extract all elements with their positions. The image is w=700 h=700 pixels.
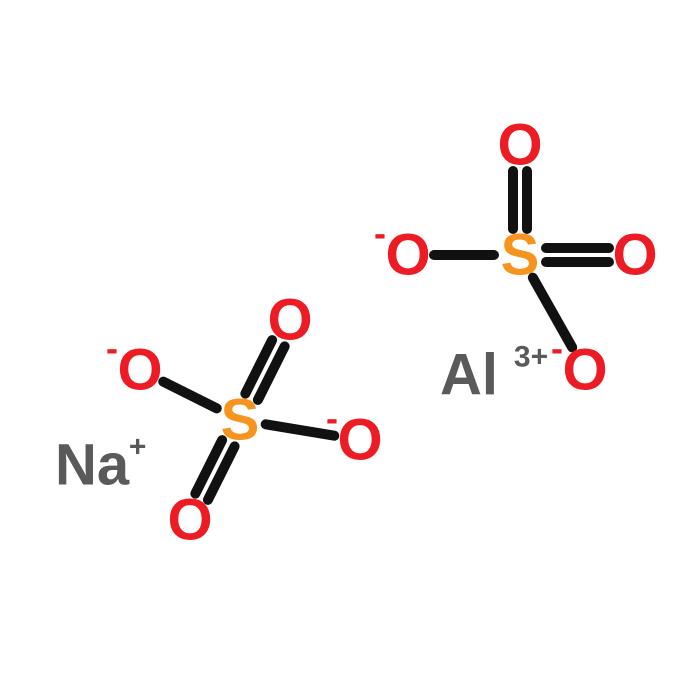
ion-label: Na+: [55, 431, 146, 498]
ion-charge: +: [129, 431, 147, 464]
oxygen-atom: O: [267, 288, 312, 353]
oxygen-atom: O: [562, 338, 607, 403]
sulfur-atom: S: [501, 223, 540, 288]
ion-label: Al 3+: [440, 341, 548, 408]
single-bond: [266, 424, 335, 435]
oxygen-atom: O: [497, 113, 542, 178]
chemical-structure-diagram: SOOO-O-SOOO-O-Na+Al3+: [0, 0, 700, 700]
negative-charge: -: [106, 328, 118, 369]
oxygen-atom: O: [337, 408, 382, 473]
sulfur-atom: S: [221, 388, 260, 453]
ion-symbol: Al: [440, 343, 498, 408]
single-bond: [163, 382, 216, 409]
negative-charge: -: [374, 213, 386, 254]
oxygen-atom: O: [385, 223, 430, 288]
atoms-group: SOOO-O-SOOO-O-: [106, 113, 658, 553]
negative-charge: -: [326, 398, 338, 439]
negative-charge: -: [551, 328, 563, 369]
ion-symbol: Na: [55, 433, 130, 498]
ion-charge: 3+: [514, 341, 548, 374]
oxygen-atom: O: [167, 488, 212, 553]
oxygen-atom: O: [117, 338, 162, 403]
oxygen-atom: O: [612, 223, 657, 288]
